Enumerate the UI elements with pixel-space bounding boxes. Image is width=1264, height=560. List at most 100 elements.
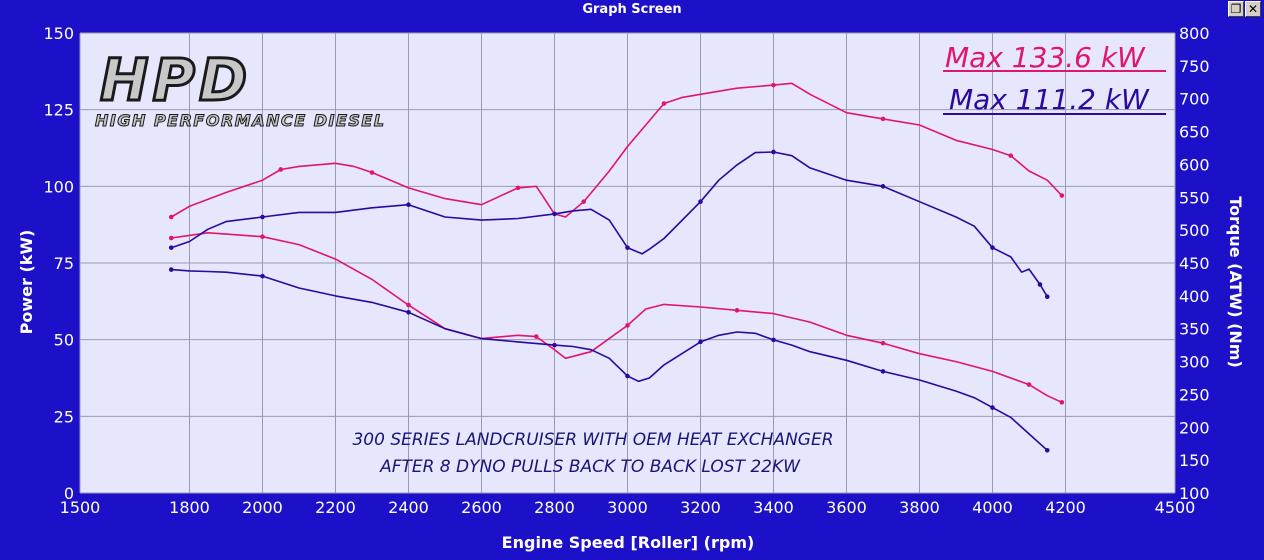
series-line-1-power xyxy=(170,82,1063,218)
data-point xyxy=(369,170,375,175)
data-point xyxy=(515,185,521,191)
x-tick-label: 2200 xyxy=(315,498,356,517)
x-tick-label: 4000 xyxy=(972,498,1013,517)
y-right-tick-label: 400 xyxy=(1179,287,1210,306)
y-right-tick-label: 500 xyxy=(1179,221,1210,240)
data-point xyxy=(698,199,703,204)
data-point xyxy=(552,342,557,348)
data-point xyxy=(1008,153,1014,158)
data-point xyxy=(1059,193,1065,198)
data-point xyxy=(1044,294,1050,300)
data-point xyxy=(168,245,174,250)
data-point xyxy=(406,202,411,208)
y-right-tick-label: 300 xyxy=(1179,353,1210,372)
x-axis-label: Engine Speed [Roller] (rpm) xyxy=(502,533,755,552)
x-tick-label: 2800 xyxy=(534,498,575,517)
x-tick-label: 2000 xyxy=(242,498,283,517)
data-point xyxy=(1059,400,1065,405)
close-button[interactable]: ✕ xyxy=(1245,1,1261,17)
y-left-tick-label: 25 xyxy=(54,407,74,426)
data-point xyxy=(880,184,886,189)
data-point xyxy=(552,211,557,217)
data-point xyxy=(771,149,776,155)
y-right-tick-label: 450 xyxy=(1179,254,1210,273)
data-point xyxy=(581,199,586,204)
series-line-3-power xyxy=(171,151,1048,298)
data-point xyxy=(260,273,265,279)
y-left-tick-label: 50 xyxy=(54,331,74,350)
data-point xyxy=(168,267,174,272)
legend-entry-run1: Max 133.6 kW xyxy=(945,41,1146,74)
annotation-line-1: 300 SERIES LANDCRUISER WITH OEM HEAT EXC… xyxy=(352,430,833,450)
grid xyxy=(79,32,1176,494)
data-point xyxy=(880,340,886,346)
y-left-tick-label: 125 xyxy=(43,101,74,120)
x-tick-label: 4500 xyxy=(1155,498,1196,517)
data-point xyxy=(260,214,265,220)
x-tick-label: 1800 xyxy=(169,498,210,517)
window-title: Graph Screen xyxy=(582,2,682,17)
y-right-tick-label: 650 xyxy=(1179,123,1210,142)
y-left-tick-label: 75 xyxy=(54,254,74,273)
y-right-tick-label: 550 xyxy=(1179,188,1210,207)
data-point xyxy=(1026,382,1032,387)
data-point xyxy=(260,234,265,240)
legend: Max 133.6 kW Max 111.2 kW xyxy=(943,41,1166,116)
y-left-axis-ticks: 0 25 50 75 100 125 150 xyxy=(43,24,74,503)
y-left-tick-label: 150 xyxy=(43,24,74,43)
x-tick-label: 3800 xyxy=(899,498,940,517)
data-point xyxy=(406,309,411,315)
x-tick-label: 3000 xyxy=(607,498,648,517)
y-right-axis-ticks: 100 150 200 250 300 350 400 450 500 550 600 650 700 7… xyxy=(1179,24,1210,503)
y-right-tick-label: 700 xyxy=(1179,90,1210,109)
data-point xyxy=(625,323,630,328)
y-right-tick-label: 800 xyxy=(1179,24,1210,43)
x-tick-label: 3400 xyxy=(753,498,794,517)
y-right-tick-label: 750 xyxy=(1179,57,1210,76)
logo-text: HPD xyxy=(100,46,251,114)
restore-button[interactable]: ❐ xyxy=(1228,1,1244,17)
data-point xyxy=(625,245,630,250)
data-point xyxy=(734,308,740,313)
data-point xyxy=(771,82,776,88)
y-left-tick-label: 0 xyxy=(64,484,74,503)
data-point xyxy=(168,214,174,220)
y-right-tick-label: 600 xyxy=(1179,155,1210,174)
data-point xyxy=(533,334,539,339)
data-point xyxy=(771,337,776,343)
data-point xyxy=(990,405,995,410)
x-tick-label: 2400 xyxy=(388,498,429,517)
data-point xyxy=(880,116,886,122)
data-point xyxy=(406,302,411,308)
dyno-chart: 1500 1800 2000 2200 2400 2600 2800 3000 3200 3400… xyxy=(17,24,1245,552)
data-point xyxy=(168,235,174,241)
x-tick-label: 2600 xyxy=(461,498,502,517)
data-point xyxy=(990,245,995,250)
y-right-tick-label: 100 xyxy=(1179,484,1210,503)
y-right-tick-label: 200 xyxy=(1179,418,1210,437)
logo-subtitle: HIGH PERFORMANCE DIESEL xyxy=(95,111,386,130)
x-tick-label: 3200 xyxy=(680,498,721,517)
y-right-tick-label: 250 xyxy=(1179,385,1210,404)
data-point xyxy=(661,101,667,106)
data-point xyxy=(1044,447,1050,453)
x-axis-ticks: 1500 1800 2000 2200 2400 2600 2800 3000 3200 3400… xyxy=(60,498,1196,517)
data-point xyxy=(278,167,284,172)
y-left-axis-label: Power (kW) xyxy=(17,230,36,335)
window-titlebar: Graph Screen ❐ ✕ xyxy=(0,0,1264,20)
y-right-tick-label: 350 xyxy=(1179,320,1210,339)
hpd-logo: HPD HIGH PERFORMANCE DIESEL xyxy=(95,45,386,131)
series-line-4-torque xyxy=(171,268,1048,451)
series-line-2-torque xyxy=(171,232,1063,404)
x-tick-label: 4200 xyxy=(1045,498,1086,517)
data-point xyxy=(625,373,630,379)
y-right-axis-label: Torque (ATW) (Nm) xyxy=(1226,196,1245,368)
x-tick-label: 1500 xyxy=(60,498,101,517)
y-right-tick-label: 150 xyxy=(1179,451,1210,470)
data-point xyxy=(698,339,703,345)
series-lines xyxy=(168,82,1065,453)
data-point xyxy=(1037,282,1043,287)
x-tick-label: 3600 xyxy=(826,498,867,517)
annotation: 300 SERIES LANDCRUISER WITH OEM HEAT EXC… xyxy=(352,430,833,477)
data-point xyxy=(880,369,886,374)
